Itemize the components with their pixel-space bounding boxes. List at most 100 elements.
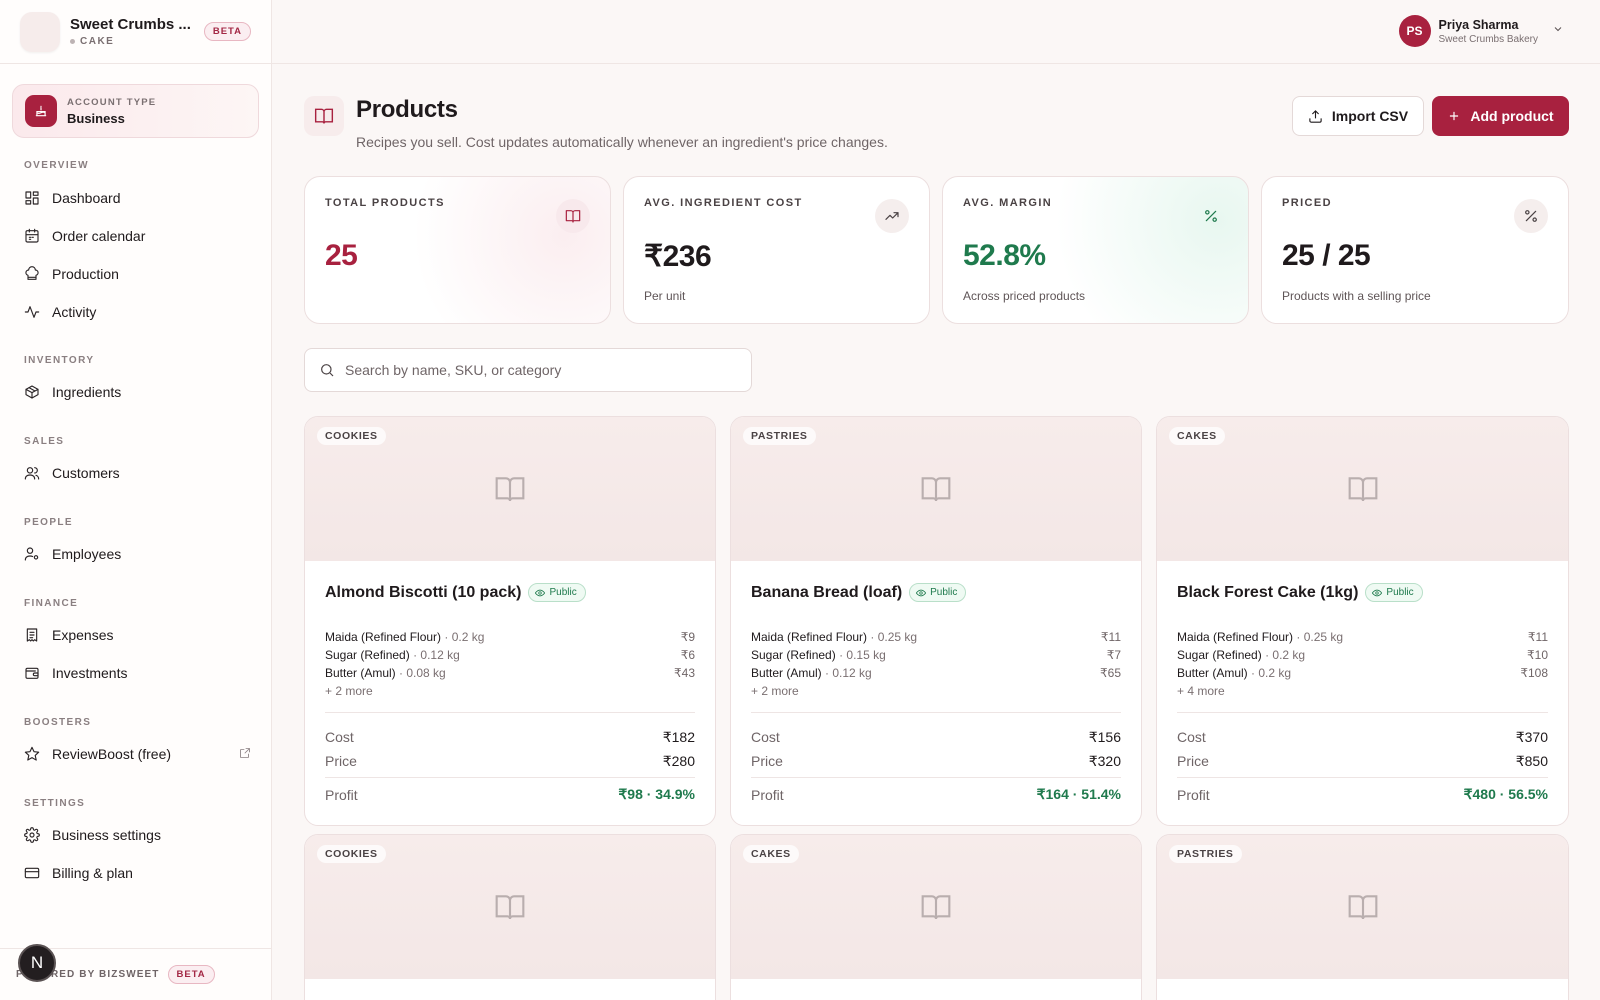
book-icon — [556, 199, 590, 233]
product-card[interactable]: CAKES Black Forest Cake (1kg) Public Mai… — [1156, 416, 1569, 826]
cake-icon — [25, 95, 57, 127]
category-badge: COOKIES — [317, 845, 386, 863]
status-dot-icon — [70, 38, 75, 44]
ingredient-row: Maida (Refined Flour) · 0.25 kg ₹11 — [751, 630, 1121, 644]
stat-card-priced: PRICED 25 / 25 Products with a selling p… — [1261, 176, 1569, 324]
percent-icon — [1194, 199, 1228, 233]
product-image-placeholder: COOKIES — [305, 835, 715, 979]
book-icon — [921, 895, 951, 920]
product-card[interactable]: CAKES — [730, 834, 1142, 1000]
stat-note: Across priced products — [963, 289, 1086, 303]
sidebar-item-label: Production — [52, 266, 119, 282]
product-image-placeholder: COOKIES — [305, 417, 715, 561]
product-image-placeholder: CAKES — [731, 835, 1141, 979]
search-input[interactable] — [345, 362, 725, 378]
ingredient-row: Maida (Refined Flour) · 0.2 kg ₹9 — [325, 630, 695, 644]
sidebar: Sweet Crumbs ... CAKE BETA ACCOUNT TYPE … — [0, 0, 272, 1000]
nav-section-people: PEOPLE — [24, 517, 73, 528]
footer-beta-badge: BETA — [167, 965, 215, 984]
profit-row: Profit ₹480 · 56.5% — [1177, 777, 1548, 807]
ingredient-list: Maida (Refined Flour) · 0.2 kg ₹9 Sugar (… — [325, 630, 695, 702]
product-card[interactable]: COOKIES — [304, 834, 716, 1000]
percent-icon — [1514, 199, 1548, 233]
account-type-label: ACCOUNT TYPE — [67, 96, 157, 108]
stat-label: TOTAL PRODUCTS — [325, 197, 445, 209]
import-csv-button[interactable]: Import CSV — [1292, 96, 1424, 136]
sidebar-item-investments[interactable]: Investments — [24, 659, 251, 687]
product-name: Black Forest Cake (1kg) — [1177, 583, 1359, 601]
dashboard-icon — [25, 191, 39, 205]
sidebar-item-expenses[interactable]: Expenses — [24, 621, 251, 649]
chef-hat-icon — [25, 266, 39, 280]
sidebar-item-label: Order calendar — [52, 228, 146, 244]
ingredient-row: Butter (Amul) · 0.08 kg ₹43 — [325, 666, 695, 680]
book-icon — [921, 477, 951, 502]
sidebar-item-reviewboost[interactable]: ReviewBoost (free) — [24, 740, 251, 768]
sidebar-item-label: Business settings — [52, 827, 161, 843]
stat-value: 52.8% — [963, 239, 1046, 272]
external-link-icon — [239, 746, 251, 762]
cost-row: Cost ₹156 — [751, 728, 1121, 746]
sidebar-item-label: Ingredients — [52, 384, 122, 400]
sidebar-item-customers[interactable]: Customers — [24, 459, 251, 487]
add-product-button[interactable]: Add product — [1432, 96, 1569, 136]
product-card[interactable]: PASTRIES — [1156, 834, 1569, 1000]
ingredient-row: Sugar (Refined) · 0.15 kg ₹7 — [751, 648, 1121, 662]
package-icon — [25, 385, 39, 399]
sidebar-item-order-calendar[interactable]: Order calendar — [24, 222, 251, 250]
stat-card-total-products: TOTAL PRODUCTS 25 — [304, 176, 611, 324]
sidebar-item-activity[interactable]: Activity — [24, 298, 251, 326]
sidebar-item-billing[interactable]: Billing & plan — [24, 859, 251, 887]
profit-row: Profit ₹164 · 51.4% — [751, 777, 1121, 807]
sidebar-item-dashboard[interactable]: Dashboard — [24, 184, 251, 212]
book-icon — [1348, 895, 1377, 920]
eye-icon — [535, 589, 546, 596]
brand-name: Sweet Crumbs ... — [70, 16, 191, 33]
sidebar-item-employees[interactable]: Employees — [24, 540, 251, 568]
sidebar-item-production[interactable]: Production — [24, 260, 251, 288]
stat-card-avg-ingredient-cost: AVG. INGREDIENT COST ₹236 Per unit — [623, 176, 930, 324]
plus-icon — [1450, 111, 1459, 121]
chevron-down-icon — [1552, 22, 1564, 40]
nav-section-finance: FINANCE — [24, 598, 79, 609]
cost-row: Cost ₹182 — [325, 728, 695, 746]
price-row: Price ₹850 — [1177, 752, 1548, 770]
user-org: Sweet Crumbs Bakery — [1438, 33, 1538, 45]
product-card[interactable]: COOKIES Almond Biscotti (10 pack) Public… — [304, 416, 716, 826]
ingredient-row: Maida (Refined Flour) · 0.25 kg ₹11 — [1177, 630, 1548, 644]
topbar: PS Priya Sharma Sweet Crumbs Bakery — [272, 0, 1600, 64]
user-name: Priya Sharma — [1438, 17, 1519, 32]
sidebar-item-label: Dashboard — [52, 190, 121, 206]
nav-section-inventory: INVENTORY — [24, 355, 95, 366]
brand-header[interactable]: Sweet Crumbs ... CAKE BETA — [0, 0, 271, 64]
book-icon — [1348, 477, 1377, 502]
product-name: Almond Biscotti (10 pack) — [325, 583, 522, 601]
book-icon — [495, 477, 525, 502]
public-badge: Public — [1365, 583, 1423, 602]
sidebar-item-ingredients[interactable]: Ingredients — [24, 378, 251, 406]
page-title: Products — [356, 96, 458, 123]
account-type-card[interactable]: ACCOUNT TYPE Business — [12, 84, 259, 138]
public-badge: Public — [528, 583, 586, 602]
nav-section-overview: OVERVIEW — [24, 160, 89, 171]
ingredient-row: Sugar (Refined) · 0.2 kg ₹10 — [1177, 648, 1548, 662]
sidebar-item-label: Activity — [52, 304, 97, 320]
user-cog-icon — [24, 547, 39, 561]
price-row: Price ₹280 — [325, 752, 695, 770]
product-card[interactable]: PASTRIES Banana Bread (loaf) Public Maid… — [730, 416, 1142, 826]
search-icon — [321, 364, 334, 377]
stat-label: PRICED — [1282, 197, 1332, 209]
more-ingredients: + 2 more — [751, 684, 799, 698]
sidebar-item-label: Expenses — [52, 627, 114, 643]
credit-card-icon — [24, 867, 40, 879]
category-badge: COOKIES — [317, 427, 386, 445]
sidebar-item-label: Employees — [52, 546, 122, 562]
stat-label: AVG. MARGIN — [963, 197, 1053, 209]
user-menu[interactable]: PS Priya Sharma Sweet Crumbs Bakery — [1398, 15, 1564, 47]
avatar: PS — [1398, 15, 1431, 47]
stat-note: Products with a selling price — [1282, 289, 1431, 303]
book-icon — [304, 96, 344, 136]
sidebar-item-business-settings[interactable]: Business settings — [24, 821, 251, 849]
stat-value: ₹236 — [644, 240, 712, 273]
dev-tools-badge[interactable]: N — [18, 944, 56, 982]
